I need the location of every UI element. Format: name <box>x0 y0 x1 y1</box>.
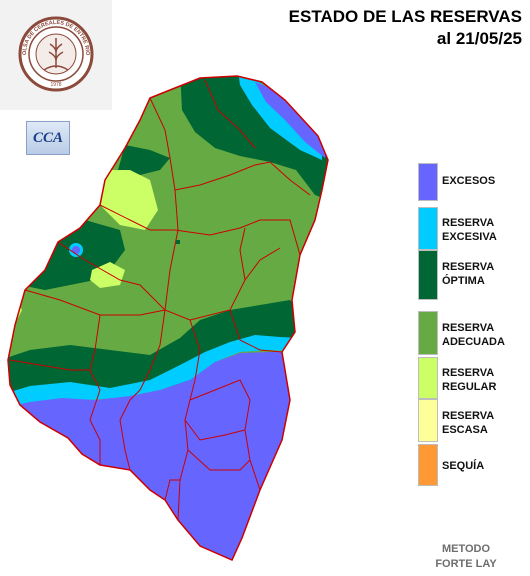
legend-swatch-reserva-adecuada <box>418 311 438 355</box>
cca-label: CCA <box>32 129 63 146</box>
title-line-1: ESTADO DE LAS RESERVAS <box>288 7 522 26</box>
zone-reserva-optima-ne <box>180 76 328 200</box>
zone-reserva-optima-band <box>8 300 300 402</box>
zone-reserva-optima-north <box>118 145 170 175</box>
legend-label-reserva-regular: RESERVA REGULAR <box>442 367 497 393</box>
legend-label-reserva-adecuada: RESERVA ADECUADA <box>442 322 505 348</box>
cca-cloud-logo-icon: CCA <box>26 121 70 155</box>
zone-reserva-regular-north <box>100 170 158 230</box>
legend-label-sequia: SEQUÍA <box>442 460 485 472</box>
page-title: ESTADO DE LAS RESERVAS al 21/05/25 <box>289 6 522 50</box>
legend-label-reserva-optima: RESERVA ÓPTIMA <box>442 261 495 287</box>
legend-swatch-reserva-excesiva <box>418 207 438 250</box>
legend-swatch-reserva-optima <box>418 250 438 300</box>
capital-marker <box>176 240 180 244</box>
legend-label-reserva-escasa: RESERVA ESCASA <box>442 410 495 436</box>
zone-excesos-spot <box>72 246 80 254</box>
legend-swatch-sequia <box>418 444 438 486</box>
legend-swatch-reserva-escasa <box>418 399 438 442</box>
zone-reserva-regular-center <box>90 262 125 288</box>
title-line-2: al 21/05/25 <box>436 29 522 48</box>
method-label: METODO FORTE LAY <box>435 543 497 570</box>
province-map <box>7 75 329 561</box>
legend-label-reserva-excesiva: RESERVA EXCESIVA <box>442 217 497 243</box>
department-boundaries <box>7 75 329 561</box>
zone-reserva-excesiva-band <box>8 335 300 410</box>
bolsa-cereales-seal-icon: BOLSA DE CEREALES DE ENTRE RIOS 1978 <box>0 0 94 92</box>
zone-excesos-ne <box>255 82 328 158</box>
logo-panel: BOLSA DE CEREALES DE ENTRE RIOS 1978 <box>0 0 112 110</box>
legend-swatch-reserva-regular <box>418 357 438 399</box>
zone-reserva-adecuada-patch <box>138 106 185 158</box>
legend-swatch-excesos <box>418 163 438 201</box>
seal-year: 1978 <box>50 82 61 88</box>
legend-label-excesos: EXCESOS <box>442 175 496 187</box>
